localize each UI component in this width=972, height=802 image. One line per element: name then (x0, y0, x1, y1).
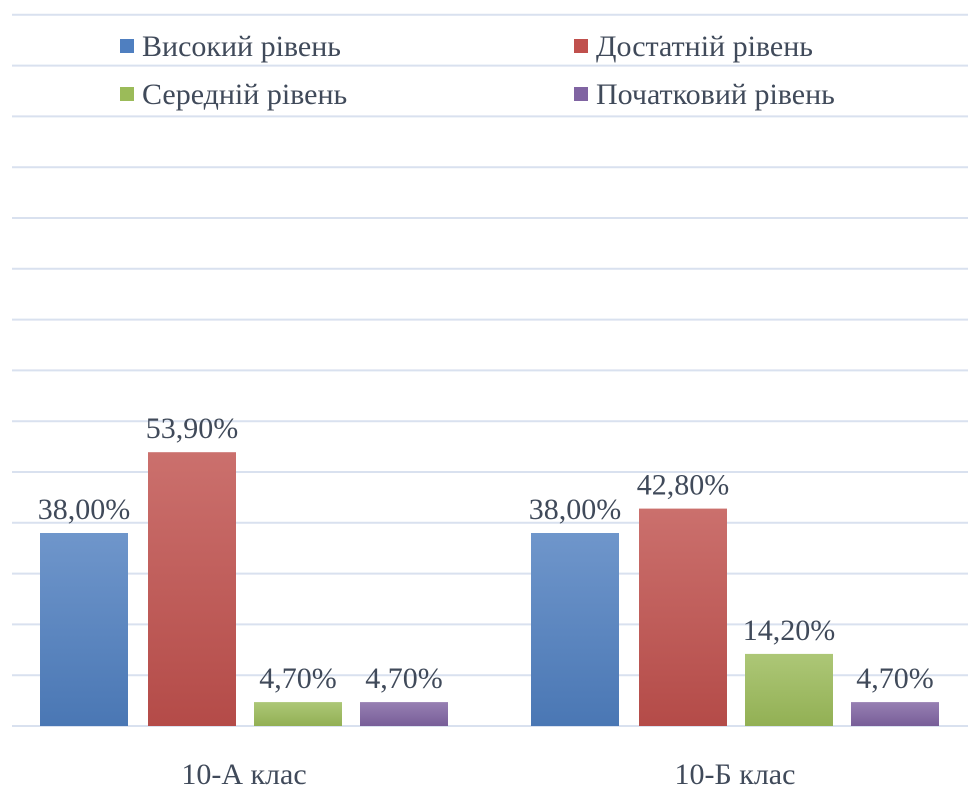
legend-label-середній-рівень: Середній рівень (142, 78, 347, 111)
bar-10-а-клас-високий-рівень (40, 533, 128, 726)
value-label: 14,20% (743, 614, 836, 647)
value-labels: 38,00% 53,90% 4,70% 4,70% 38,00% 42,80% 14,20%… (38, 412, 934, 695)
value-label: 53,90% (146, 412, 239, 445)
legend-label-початковий-рівень: Початковий рівень (596, 78, 835, 111)
value-label: 4,70% (365, 662, 443, 695)
legend-swatch-високий-рівень (120, 39, 134, 53)
legend-swatch-початковий-рівень (574, 87, 588, 101)
bar-10-а-клас-початковий-рівень (360, 702, 448, 726)
bar-10-б-клас-середній-рівень (745, 653, 833, 726)
bar-10-а-клас-середній-рівень (254, 702, 342, 726)
legend-label-високий-рівень: Високий рівень (142, 30, 341, 63)
value-label: 38,00% (529, 493, 622, 526)
bar-10-б-клас-високий-рівень (531, 533, 619, 726)
bar-10-а-клас-достатній-рівень (148, 452, 236, 726)
legend-label-достатній-рівень: Достатній рівень (596, 30, 813, 63)
legend: Високий рівень Достатній рівень Середній р… (120, 30, 835, 111)
value-label: 4,70% (856, 662, 934, 695)
value-label: 4,70% (259, 662, 337, 695)
category-label-10-а-клас: 10-А клас (181, 758, 306, 791)
category-labels: 10-А клас 10-Б клас (181, 758, 795, 791)
bar-10-б-клас-достатній-рівень (639, 508, 727, 726)
category-label-10-б-клас: 10-Б клас (675, 758, 796, 791)
value-label: 38,00% (38, 493, 131, 526)
legend-swatch-достатній-рівень (574, 39, 588, 53)
bars (40, 452, 939, 726)
legend-swatch-середній-рівень (120, 87, 134, 101)
bar-10-б-клас-початковий-рівень (851, 702, 939, 726)
value-label: 42,80% (637, 469, 730, 502)
